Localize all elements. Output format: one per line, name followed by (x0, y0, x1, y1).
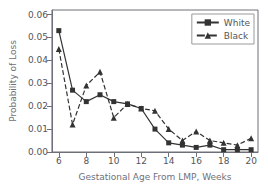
svg-text:0.04: 0.04 (28, 55, 48, 65)
svg-text:0.02: 0.02 (28, 101, 48, 111)
svg-text:0.05: 0.05 (28, 32, 48, 42)
svg-text:0.00: 0.00 (28, 147, 48, 157)
svg-text:0.06: 0.06 (28, 10, 48, 20)
svg-text:20: 20 (245, 156, 257, 166)
svg-text:Probability of Loss: Probability of Loss (8, 40, 18, 122)
svg-text:18: 18 (218, 156, 230, 166)
svg-text:10: 10 (108, 156, 120, 166)
svg-text:Gestational Age From LMP, Week: Gestational Age From LMP, Weeks (78, 172, 231, 182)
svg-text:14: 14 (163, 156, 175, 166)
svg-text:16: 16 (190, 156, 202, 166)
svg-text:12: 12 (136, 156, 147, 166)
svg-text:White: White (224, 18, 251, 28)
svg-text:0.01: 0.01 (28, 124, 48, 134)
svg-text:8: 8 (83, 156, 89, 166)
svg-text:0.03: 0.03 (28, 78, 48, 88)
svg-text:6: 6 (56, 156, 62, 166)
svg-text:Black: Black (224, 31, 249, 41)
